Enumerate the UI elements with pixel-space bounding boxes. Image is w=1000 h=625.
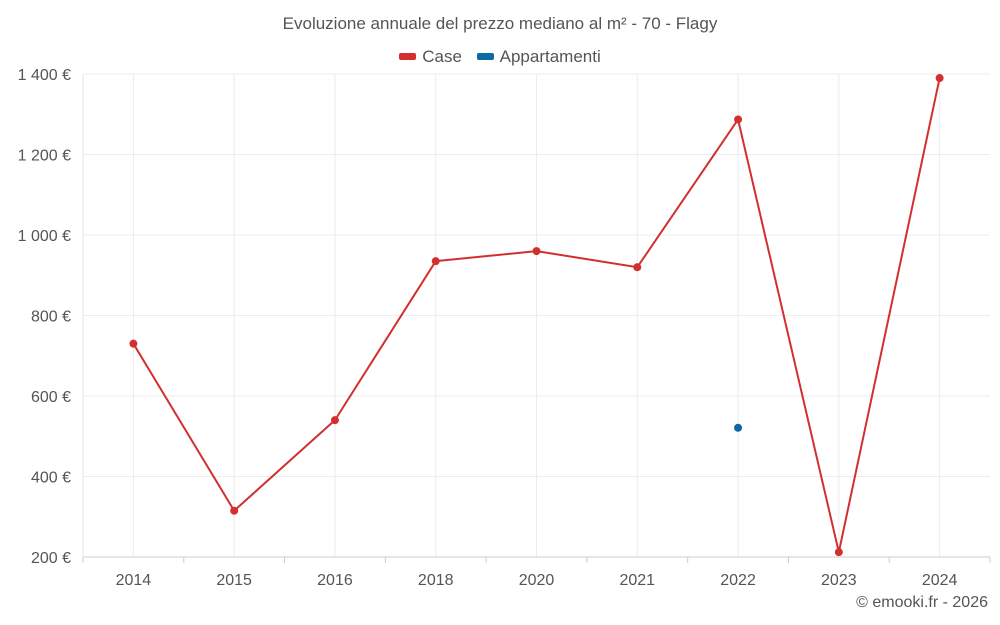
legend-swatch-appartamenti: [476, 53, 494, 60]
y-tick-label: 600 €: [31, 389, 71, 406]
y-tick-label: 1 200 €: [18, 148, 71, 165]
x-tick-label: 2020: [519, 572, 555, 589]
y-tick-label: 800 €: [31, 309, 71, 326]
credit-text: © emooki.fr - 2026: [856, 594, 988, 611]
data-point-case: [330, 416, 339, 425]
x-tick-label: 2016: [317, 572, 353, 589]
data-point-case: [532, 247, 541, 256]
y-tick-label: 400 €: [31, 470, 71, 487]
y-tick-label: 200 €: [31, 550, 71, 567]
x-tick-label: 2021: [619, 572, 655, 589]
data-point-case: [734, 115, 743, 124]
data-point-case: [431, 257, 440, 266]
legend-item-appartamenti[interactable]: Appartamenti: [476, 46, 601, 67]
legend: Case Appartamenti: [0, 45, 1000, 67]
legend-swatch-case: [399, 53, 417, 60]
legend-label-appartamenti: Appartamenti: [499, 46, 601, 66]
x-tick-label: 2015: [216, 572, 252, 589]
y-tick-label: 1 400 €: [18, 67, 71, 84]
data-point-appartamenti: [734, 423, 743, 432]
data-point-case: [633, 263, 642, 272]
x-tick-label: 2022: [720, 572, 756, 589]
x-tick-label: 2018: [418, 572, 454, 589]
data-point-case: [834, 548, 843, 557]
legend-label-case: Case: [422, 46, 462, 66]
data-point-case: [230, 506, 239, 515]
data-point-case: [935, 74, 944, 83]
x-tick-label: 2014: [116, 572, 152, 589]
x-tick-label: 2023: [821, 572, 857, 589]
legend-item-case[interactable]: Case: [399, 47, 462, 67]
x-tick-label: 2024: [922, 572, 958, 589]
y-tick-label: 1 000 €: [18, 228, 71, 245]
chart-title: Evoluzione annuale del prezzo mediano al…: [282, 14, 718, 33]
data-point-case: [129, 339, 138, 348]
